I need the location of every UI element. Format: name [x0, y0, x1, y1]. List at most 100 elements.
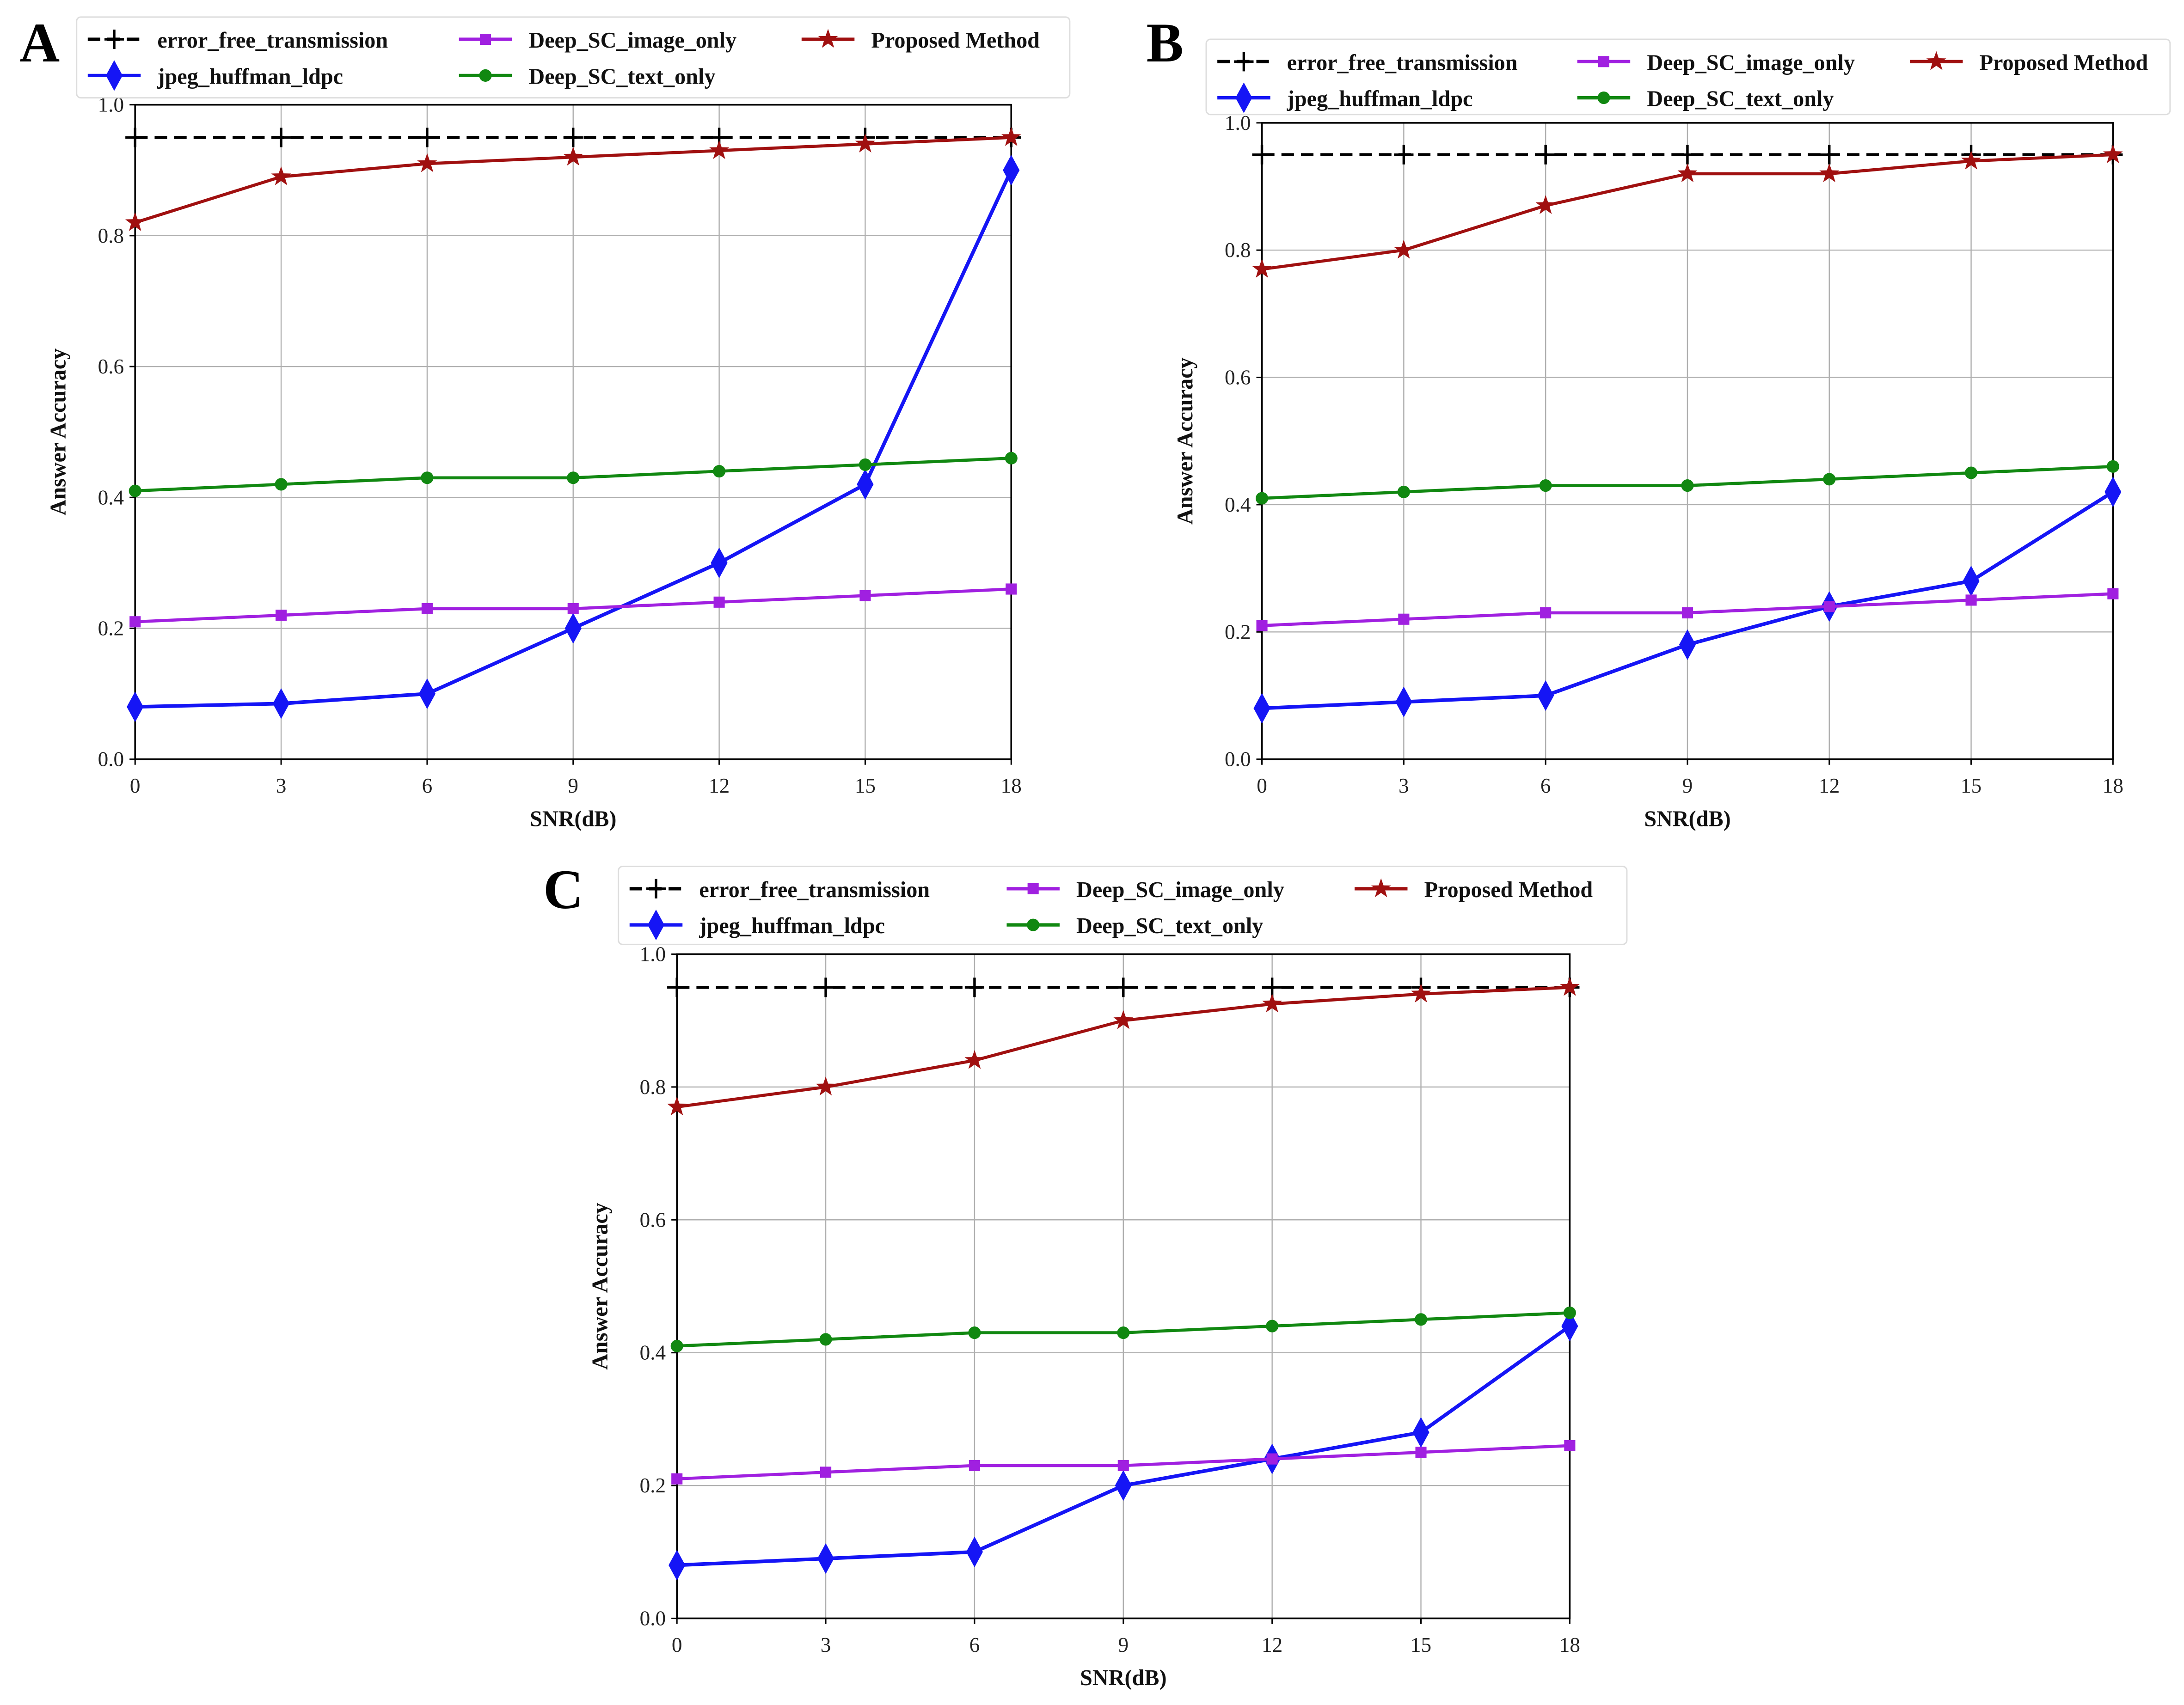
y-axis-label: Answer Accuracy	[46, 348, 71, 516]
data-point-deep-sc-text-only	[1563, 1306, 1576, 1320]
data-point-jpeg-huffman-ldpc	[669, 1550, 686, 1581]
data-point-error-free-transmission	[1819, 145, 1839, 165]
x-tick-label: 18	[1559, 1633, 1580, 1656]
legend-label-error-free-transmission: error_free_transmission	[157, 28, 388, 53]
x-tick-label: 12	[1819, 774, 1840, 797]
legend-label-deep-sc-text-only: Deep_SC_text_only	[528, 64, 715, 89]
data-point-jpeg-huffman-ldpc	[1679, 629, 1696, 660]
data-point-deep-sc-image-only	[1564, 1440, 1576, 1451]
data-point-error-free-transmission	[667, 978, 687, 997]
data-point-deep-sc-image-only	[1398, 613, 1410, 625]
y-tick-label: 0.2	[640, 1474, 666, 1497]
data-point-deep-sc-text-only	[1681, 479, 1694, 492]
y-tick-label: 1.0	[640, 942, 666, 966]
data-point-jpeg-huffman-ldpc	[1003, 155, 1020, 186]
series-jpeg-huffman-ldpc	[127, 155, 1020, 722]
data-point-deep-sc-image-only	[820, 1467, 832, 1478]
x-tick-label: 15	[855, 774, 876, 797]
legend-box	[1205, 38, 2171, 116]
data-point-deep-sc-text-only	[1005, 452, 1018, 464]
data-point-jpeg-huffman-ldpc	[564, 613, 582, 644]
x-tick-label: 9	[1682, 774, 1693, 797]
legend-label-deep-sc-image-only: Deep_SC_image_only	[528, 28, 736, 53]
data-point-deep-sc-image-only	[421, 603, 433, 615]
legend-label-proposed-method: Proposed Method	[1424, 878, 1593, 902]
x-tick-label: 18	[2103, 774, 2123, 797]
legend-label-jpeg-huffman-ldpc: jpeg_huffman_ldpc	[699, 914, 885, 938]
x-tick-label: 6	[1540, 774, 1551, 797]
panel-label: A	[19, 12, 60, 74]
data-point-deep-sc-image-only	[1256, 620, 1268, 631]
series-jpeg-huffman-ldpc	[1253, 477, 2122, 724]
data-point-jpeg-huffman-ldpc	[1395, 686, 1412, 717]
data-point-deep-sc-image-only	[671, 1473, 683, 1485]
y-tick-label: 0.6	[1225, 366, 1251, 389]
x-tick-label: 9	[1118, 1633, 1129, 1656]
data-point-proposed-method	[1001, 127, 1021, 146]
data-point-proposed-method	[1559, 977, 1580, 996]
data-point-proposed-method	[855, 134, 875, 153]
data-point-deep-sc-image-only	[1681, 607, 1693, 619]
data-point-jpeg-huffman-ldpc	[966, 1536, 983, 1567]
data-point-error-free-transmission	[816, 978, 836, 997]
legend: error_free_transmission jpeg_huffman_ldpc…	[1205, 38, 2171, 116]
data-point-deep-sc-text-only	[968, 1326, 981, 1339]
legend-marker-deep-sc-image-only	[1598, 56, 1609, 67]
data-point-deep-sc-image-only	[1415, 1447, 1427, 1458]
x-tick-label: 12	[1262, 1633, 1282, 1656]
data-point-deep-sc-text-only	[421, 471, 434, 484]
legend-label-error-free-transmission: error_free_transmission	[699, 878, 930, 902]
legend-label-jpeg-huffman-ldpc: jpeg_huffman_ldpc	[1287, 87, 1473, 111]
y-tick-label: 0.6	[98, 355, 124, 378]
data-point-error-free-transmission	[125, 128, 145, 147]
data-point-deep-sc-text-only	[1414, 1313, 1428, 1326]
y-tick-label: 0.2	[98, 617, 124, 640]
data-point-deep-sc-image-only	[969, 1460, 980, 1472]
x-tick-label: 0	[1257, 774, 1267, 797]
y-tick-label: 0.8	[98, 224, 124, 247]
data-point-proposed-method	[964, 1050, 985, 1069]
legend-marker-proposed-method	[1371, 878, 1391, 898]
y-tick-label: 0.2	[1225, 620, 1251, 643]
data-point-jpeg-huffman-ldpc	[817, 1543, 834, 1574]
x-axis-label: SNR(dB)	[530, 807, 616, 831]
y-tick-label: 0.6	[640, 1208, 666, 1231]
data-point-proposed-method	[1252, 258, 1272, 278]
panel-label: B	[1146, 12, 1183, 74]
legend: error_free_transmission jpeg_huffman_ldpc…	[76, 16, 1071, 99]
y-tick-label: 0.0	[98, 748, 124, 771]
data-point-jpeg-huffman-ldpc	[1537, 680, 1554, 711]
series-deep-sc-image-only	[1256, 588, 2119, 631]
data-point-jpeg-huffman-ldpc	[711, 547, 728, 578]
data-point-proposed-method	[667, 1096, 687, 1116]
data-point-deep-sc-image-only	[129, 616, 141, 628]
data-point-error-free-transmission	[964, 978, 985, 997]
legend-label-deep-sc-image-only: Deep_SC_image_only	[1076, 878, 1284, 902]
data-point-error-free-transmission	[1113, 978, 1133, 997]
legend-marker-deep-sc-text-only	[479, 69, 492, 82]
y-tick-label: 0.4	[640, 1341, 666, 1364]
series-deep-sc-image-only	[671, 1440, 1576, 1485]
legend-marker-jpeg-huffman-ldpc	[105, 60, 123, 91]
legend-marker-deep-sc-text-only	[1027, 918, 1040, 931]
data-point-deep-sc-text-only	[129, 484, 141, 497]
data-point-deep-sc-image-only	[1266, 1453, 1278, 1465]
legend-marker-proposed-method	[1926, 51, 1946, 70]
data-point-proposed-method	[1262, 993, 1282, 1013]
data-point-deep-sc-text-only	[1823, 473, 1836, 486]
y-tick-label: 0.8	[640, 1076, 666, 1099]
data-point-deep-sc-image-only	[2107, 588, 2119, 599]
legend-marker-proposed-method	[818, 29, 838, 48]
data-point-deep-sc-text-only	[275, 478, 288, 491]
data-point-jpeg-huffman-ldpc	[127, 691, 144, 722]
x-tick-label: 18	[1001, 774, 1022, 797]
x-tick-label: 12	[709, 774, 730, 797]
data-point-jpeg-huffman-ldpc	[418, 678, 436, 709]
data-point-deep-sc-text-only	[859, 458, 871, 471]
data-point-proposed-method	[1393, 239, 1414, 259]
data-point-deep-sc-image-only	[1006, 583, 1017, 595]
data-point-deep-sc-image-only	[1117, 1460, 1129, 1472]
legend-label-deep-sc-text-only: Deep_SC_text_only	[1076, 914, 1263, 938]
data-point-deep-sc-text-only	[1964, 466, 1978, 479]
